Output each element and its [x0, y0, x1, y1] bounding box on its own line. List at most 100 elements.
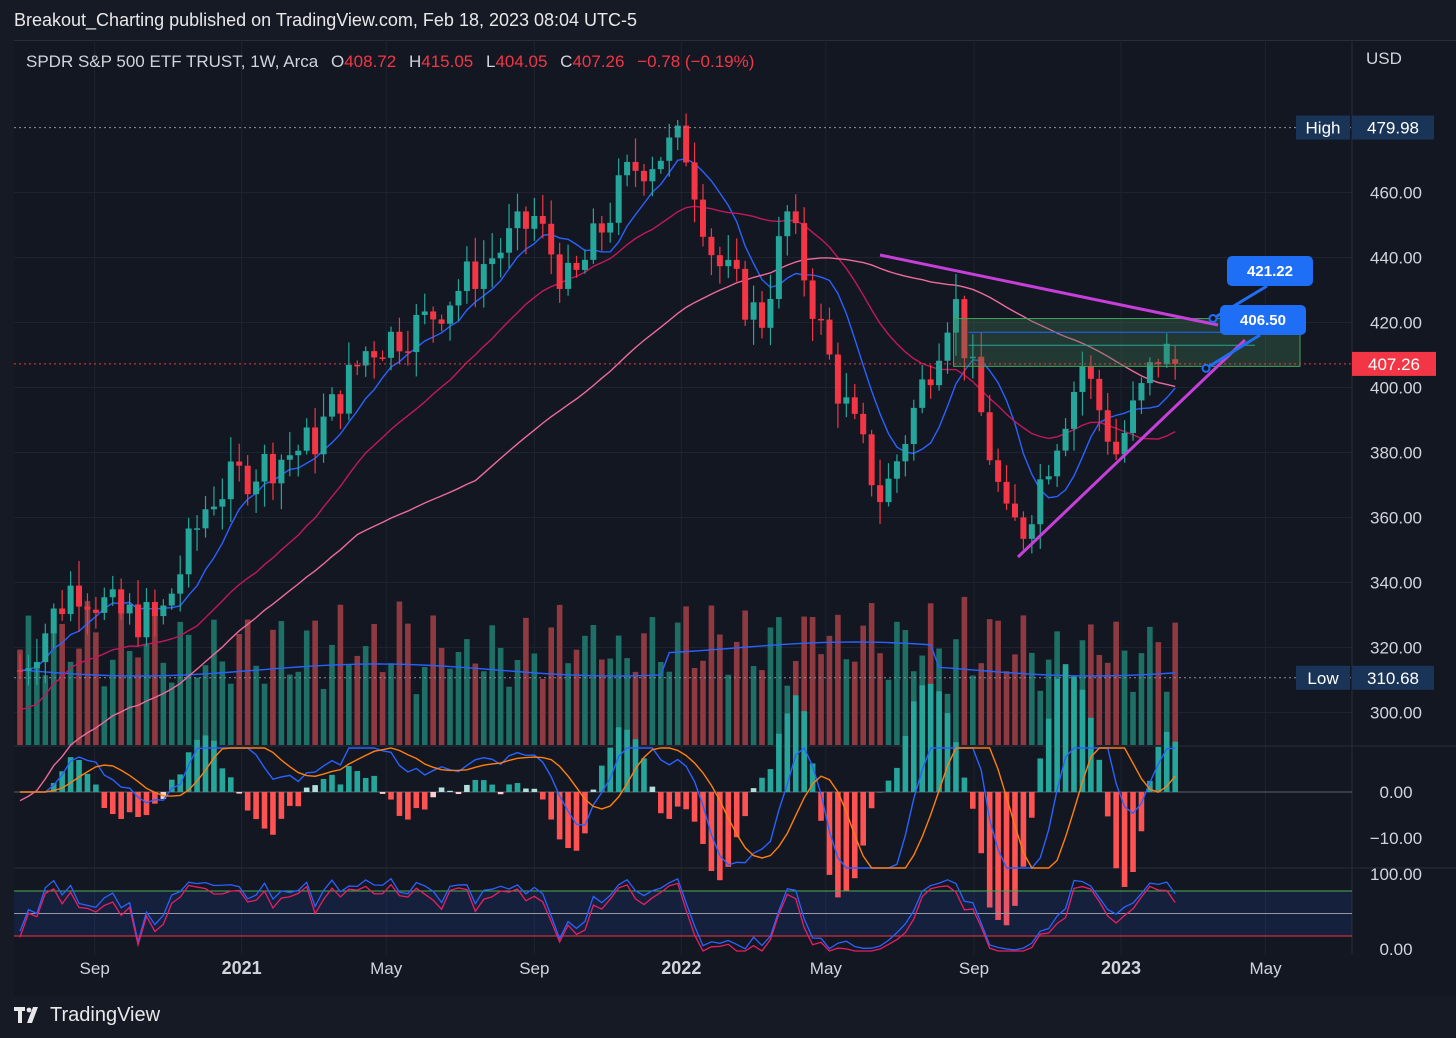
candle-body: [168, 593, 175, 606]
high-value: 415.05: [421, 52, 474, 71]
volume-bar: [455, 651, 462, 745]
macd-histogram-bar: [1138, 792, 1145, 832]
volume-bar: [986, 619, 993, 745]
volume-bar: [472, 663, 479, 745]
volume-bar: [624, 658, 630, 745]
volume-bar: [902, 630, 909, 745]
macd-histogram-bar: [312, 785, 318, 792]
volume-bar: [1172, 622, 1178, 745]
volume-bar: [135, 657, 141, 745]
candle-body: [598, 223, 605, 233]
volume-bar: [565, 663, 571, 745]
macd-histogram-bar: [1130, 792, 1136, 872]
candle-body: [590, 223, 597, 260]
macd-tick-label: −10.00: [1370, 829, 1422, 848]
volume-bar: [1029, 652, 1035, 745]
macd-histogram-bar: [379, 792, 386, 794]
callout-anchor: [1208, 314, 1218, 324]
volume-bar: [733, 641, 740, 745]
macd-histogram-bar: [927, 683, 934, 792]
volume-bar: [152, 614, 158, 745]
candle-body: [961, 299, 968, 359]
macd-histogram-bar: [674, 792, 681, 807]
candle-body: [312, 427, 319, 455]
candle-body: [1146, 362, 1153, 384]
volume-bar: [1088, 624, 1094, 745]
volume-bar: [674, 622, 681, 745]
volume-bar: [615, 635, 622, 745]
price-tick-label: 360.00: [1370, 509, 1422, 528]
volume-bar: [599, 659, 605, 745]
macd-histogram-bar: [683, 792, 689, 810]
volume-bar: [995, 620, 1001, 745]
macd-histogram-bar: [1163, 731, 1170, 792]
macd-histogram-bar: [590, 789, 597, 792]
volume-bar: [421, 666, 428, 745]
candle-body: [1155, 362, 1162, 364]
candle-body: [371, 351, 378, 358]
candle-body: [33, 662, 40, 669]
badge-value: 479.98: [1367, 119, 1419, 138]
currency-label[interactable]: USD: [1366, 49, 1402, 68]
macd-histogram-bar: [388, 792, 394, 800]
candle-body: [480, 264, 487, 289]
grid-lines: [14, 40, 1352, 955]
macd-histogram-bar: [995, 792, 1001, 920]
macd-histogram-bar: [143, 792, 150, 816]
candle-body: [506, 228, 513, 253]
macd-pane: 0.00 −10.00: [14, 664, 1422, 926]
volume-bar: [666, 671, 673, 745]
volume-bar: [202, 665, 209, 745]
time-tick-label: 2021: [222, 958, 262, 978]
volume-bar: [835, 614, 841, 745]
candle-body: [1130, 400, 1137, 433]
badge-label: High: [1306, 119, 1341, 138]
macd-histogram-bar: [548, 792, 555, 820]
volume-bar: [506, 686, 512, 745]
macd-histogram-bar: [244, 792, 251, 811]
macd-histogram-bar: [126, 792, 133, 813]
price-tick-label: 460.00: [1370, 184, 1422, 203]
time-tick-label: 2023: [1101, 958, 1141, 978]
macd-histogram-bar: [1155, 746, 1162, 792]
last-price-value: 407.26: [1368, 355, 1420, 374]
candle-body: [539, 216, 546, 224]
macd-line: [20, 746, 1176, 869]
callout-box: [1220, 305, 1306, 335]
callout-box: [1227, 256, 1313, 286]
time-tick-label: 2022: [661, 958, 701, 978]
macd-histogram-bar: [582, 792, 588, 834]
macd-histogram-bar: [253, 792, 259, 820]
macd-histogram-bar: [565, 792, 571, 848]
candle-body: [244, 465, 251, 495]
volume-bar: [767, 627, 774, 745]
candle-body: [286, 455, 293, 460]
candle-body: [185, 528, 192, 575]
price-tick-label: 420.00: [1370, 314, 1422, 333]
macd-histogram-bar: [641, 758, 647, 792]
footer: TradingView: [14, 1000, 160, 1030]
moving-average-fast: [19, 157, 1176, 672]
price-axis: 300.00 320.00 340.00 360.00 380.00 400.00 420.…: [1370, 184, 1422, 723]
volume-bar: [312, 620, 318, 745]
candle-body: [177, 574, 184, 594]
close-value: 407.26: [572, 52, 625, 71]
macd-histogram-bar: [885, 780, 892, 792]
candle-body: [750, 302, 757, 320]
candle-body: [328, 394, 335, 417]
candle-body: [902, 444, 909, 462]
candle-body: [615, 175, 622, 223]
candle-body: [261, 453, 268, 482]
volume-bar: [388, 663, 394, 745]
macd-histogram-bar: [497, 792, 504, 795]
badge-label-bg: [1296, 665, 1350, 690]
candle-body: [160, 605, 167, 617]
candle-body: [101, 597, 108, 613]
high-label: H: [408, 52, 422, 71]
candle-body: [784, 211, 791, 237]
macd-histogram-bar: [539, 792, 546, 800]
candle-body: [818, 318, 825, 321]
volume-bar: [303, 630, 310, 745]
candle-body: [50, 608, 57, 634]
